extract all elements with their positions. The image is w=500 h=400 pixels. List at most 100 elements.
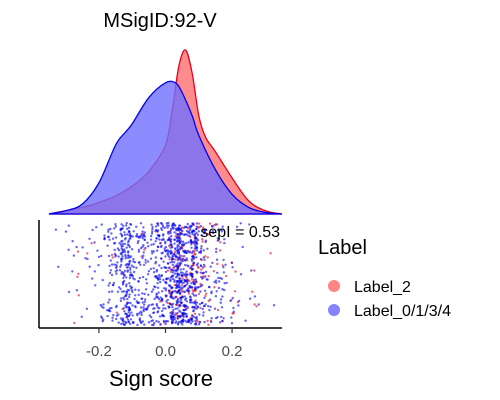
scatter-point (170, 321, 174, 324)
scatter-point (130, 264, 134, 267)
scatter-point (202, 249, 205, 252)
scatter-point (165, 224, 169, 227)
scatter-point (213, 307, 217, 310)
scatter-point (198, 313, 201, 316)
scatter-point (169, 229, 172, 232)
scatter-point (126, 227, 129, 231)
scatter-point (179, 316, 182, 319)
scatter-point (216, 239, 219, 242)
scatter-point (158, 275, 161, 279)
scatter-point (142, 244, 145, 247)
scatter-point (205, 292, 208, 295)
scatter-point (91, 228, 94, 232)
scatter-point (188, 284, 191, 288)
scatter-point (170, 258, 174, 261)
scatter-point (147, 321, 151, 324)
scatter-point (180, 290, 183, 293)
scatter-point (166, 269, 170, 272)
scatter-point (129, 235, 133, 238)
scatter-point (152, 311, 156, 314)
scatter-point (138, 276, 141, 280)
scatter-point (221, 288, 224, 291)
scatter-point (169, 270, 173, 273)
scatter-point (160, 244, 163, 248)
scatter-point (174, 258, 177, 261)
scatter-point (169, 231, 172, 235)
scatter-point (191, 306, 194, 309)
scatter-point (129, 266, 132, 269)
scatter-point (149, 234, 153, 238)
scatter-point (125, 290, 129, 294)
scatter-point (142, 306, 145, 309)
scatter-point (128, 274, 132, 277)
scatter-point (173, 318, 176, 321)
scatter-point (127, 254, 130, 257)
scatter-point (149, 267, 153, 271)
scatter-point (117, 321, 120, 324)
scatter-point (160, 238, 163, 242)
scatter-point (191, 232, 194, 236)
scatter-point (202, 256, 205, 259)
scatter-point (123, 310, 126, 313)
scatter-point (107, 230, 110, 233)
scatter-point (232, 306, 235, 310)
scatter-point (150, 223, 153, 226)
scatter-point (167, 244, 171, 248)
scatter-point (156, 229, 159, 232)
scatter-point (131, 290, 134, 294)
scatter-point (206, 233, 209, 236)
scatter-point (223, 288, 226, 292)
scatter-point (115, 263, 118, 267)
scatter-point (164, 289, 168, 292)
scatter-point (122, 224, 125, 227)
scatter-point (155, 319, 158, 323)
scatter-point (141, 292, 144, 295)
scatter-point (183, 263, 187, 267)
scatter-point (203, 231, 206, 235)
scatter-point (164, 287, 168, 290)
scatter-point (185, 241, 188, 245)
scatter-point (194, 288, 197, 291)
scatter-point (150, 250, 154, 253)
scatter-point (191, 255, 194, 258)
scatter-point (137, 250, 140, 253)
scatter-point (132, 270, 136, 274)
scatter-point (176, 307, 179, 310)
scatter-point (200, 245, 203, 248)
scatter-point (170, 227, 173, 231)
scatter-point (207, 305, 210, 308)
scatter-point (230, 261, 234, 265)
scatter-point (230, 322, 234, 325)
scatter-point (208, 298, 212, 301)
scatter-point (129, 318, 133, 321)
scatter-point (223, 282, 226, 285)
scatter-point (182, 226, 186, 229)
scatter-point (193, 278, 196, 282)
scatter-point (180, 321, 183, 325)
scatter-point (185, 308, 188, 311)
scatter-point (222, 317, 225, 320)
scatter-point (67, 248, 70, 251)
scatter-point (96, 249, 99, 252)
scatter-point (119, 299, 123, 303)
scatter-point (148, 314, 151, 317)
scatter-point (113, 263, 116, 266)
scatter-point (168, 236, 171, 239)
scatter-point (167, 251, 170, 254)
scatter-point (125, 276, 128, 279)
scatter-point (192, 282, 196, 285)
scatter-point (176, 246, 179, 249)
scatter-point (159, 323, 162, 326)
scatter-point (93, 270, 97, 273)
scatter-point (212, 270, 216, 273)
scatter-point (143, 300, 147, 303)
scatter-point (142, 251, 145, 254)
scatter-point (169, 279, 172, 283)
scatter-point (169, 295, 172, 298)
scatter-point (117, 286, 121, 289)
scatter-point (201, 307, 204, 311)
scatter-point (76, 250, 80, 253)
scatter-point (202, 275, 205, 278)
scatter-point (248, 297, 252, 300)
scatter-point (109, 269, 113, 272)
